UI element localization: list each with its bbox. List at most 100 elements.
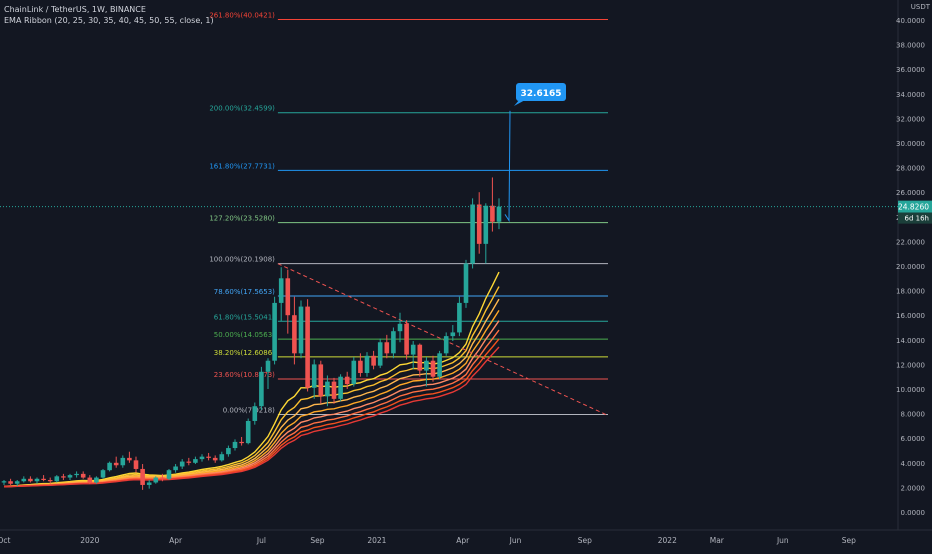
callout-pointer (514, 99, 527, 106)
candle-body (80, 473, 86, 478)
candle-body (34, 478, 40, 482)
time-tick-label: Apr (169, 536, 183, 545)
fib-label-8: 38.20%(12.6086) (214, 349, 275, 357)
candle-body (417, 344, 423, 371)
price-tick-label: 40.0000 (896, 17, 925, 25)
candle-body (397, 323, 403, 332)
candle-body (206, 456, 211, 458)
price-tick-label: 32.0000 (896, 115, 925, 123)
price-tick-label: 20.0000 (896, 263, 925, 271)
price-tick-label: 16.0000 (896, 312, 925, 320)
price-tick-label: 8.0000 (901, 411, 926, 419)
candle-body (476, 204, 482, 244)
candle-body (437, 353, 442, 377)
candle-body (186, 461, 192, 463)
trendline-group (277, 110, 607, 416)
time-tick-label: Sep (578, 536, 592, 545)
candle-body (292, 315, 297, 354)
indicator-title[interactable]: EMA Ribbon (20, 25, 30, 35, 40, 45, 50, … (4, 16, 214, 25)
candle-body (153, 477, 159, 483)
price-tick-label: 28.0000 (896, 165, 925, 173)
candle-body (404, 323, 409, 355)
candle-body (28, 478, 33, 482)
candle-body (67, 475, 73, 478)
time-tick-label: 2020 (80, 536, 99, 545)
time-tick-label: Jun (509, 536, 522, 545)
candle-body (160, 477, 165, 479)
time-axis: Oct 2020 Apr Jul Sep 2021 Apr Jun Sep 2022 Mar Jun S… (0, 529, 932, 545)
candle-body (14, 481, 20, 484)
candle-body (245, 420, 251, 444)
candle-body (1, 481, 7, 483)
candle-body (8, 481, 13, 484)
fib-label-2: 161.80%(27.7731) (209, 162, 275, 170)
price-tick-label: 10.0000 (896, 386, 925, 394)
candle-body (127, 457, 132, 461)
candle-body (496, 206, 502, 222)
candle-body (74, 473, 79, 476)
price-tick-label: 12.0000 (896, 361, 925, 369)
candle-body (272, 302, 277, 361)
candle-body (61, 476, 66, 478)
candle-body (430, 360, 436, 377)
candle-body (351, 360, 357, 385)
candle-body (410, 344, 416, 355)
time-tick-label: Jul (256, 536, 266, 545)
fib-label-3: 127.20%(23.5280) (209, 215, 275, 223)
candle-body (338, 376, 343, 399)
candle-body (120, 457, 126, 466)
candle-body (265, 360, 271, 372)
fib-label-4: 100.00%(20.1908) (209, 256, 275, 264)
fib-label-6: 61.80%(15.5041) (214, 313, 275, 321)
candle-body (226, 448, 231, 455)
price-tick-label: 2.0000 (901, 484, 926, 492)
candle-body (470, 204, 475, 264)
ema-ribbon (3, 271, 500, 488)
candle-body (358, 360, 363, 374)
candle-body (311, 364, 317, 388)
ema-line-55 (3, 346, 500, 488)
symbol-title[interactable]: ChainLink / TetherUS, 1W, BINANCE (4, 5, 146, 14)
candle-body (305, 306, 310, 388)
candle-body (443, 336, 449, 354)
ema-line-40 (3, 320, 500, 488)
chart-legend: ChainLink / TetherUS, 1W, BINANCE EMA Ri… (4, 4, 214, 26)
candle-body (377, 342, 383, 366)
time-tick-label: Apr (456, 536, 470, 545)
price-tag-value: 24.8260 (898, 203, 929, 212)
candles (1, 177, 502, 490)
candle-body (193, 459, 198, 463)
candle-body (239, 441, 244, 444)
candle-body (21, 478, 27, 482)
time-tick-label: Sep (842, 536, 856, 545)
time-tick-label: Jun (776, 536, 789, 545)
candle-body (424, 360, 429, 371)
price-tick-label: 38.0000 (896, 42, 925, 50)
fib-label-5: 78.60%(17.5653) (214, 288, 275, 296)
candle-body (54, 476, 60, 482)
price-tick-label: 22.0000 (896, 238, 925, 246)
candle-body (252, 406, 258, 421)
candle-body (47, 480, 53, 482)
candle-body (278, 278, 284, 303)
countdown-value: 6d 16h (905, 215, 929, 223)
time-tick-label: Sep (310, 536, 324, 545)
candle-body (298, 306, 304, 354)
fib-label-1: 200.00%(32.4599) (209, 105, 275, 113)
time-tick-label: 2022 (658, 536, 677, 545)
candle-body (107, 462, 112, 471)
candle-body (325, 381, 330, 397)
candle-body (384, 342, 390, 354)
price-tick-label: 0.0000 (901, 509, 926, 517)
candle-body (490, 205, 495, 222)
price-tick-label: 4.0000 (901, 460, 926, 468)
price-axis: USDT 40.0000 38.0000 36.0000 34.0000 32.0000 3… (896, 0, 932, 550)
fib-label-10: 0.00%(7.9218) (223, 407, 275, 415)
price-tick-label: 36.0000 (896, 66, 925, 74)
candle-body (94, 477, 99, 483)
candle-body (463, 263, 469, 303)
countdown-box (898, 212, 932, 224)
candle-body (450, 332, 456, 337)
